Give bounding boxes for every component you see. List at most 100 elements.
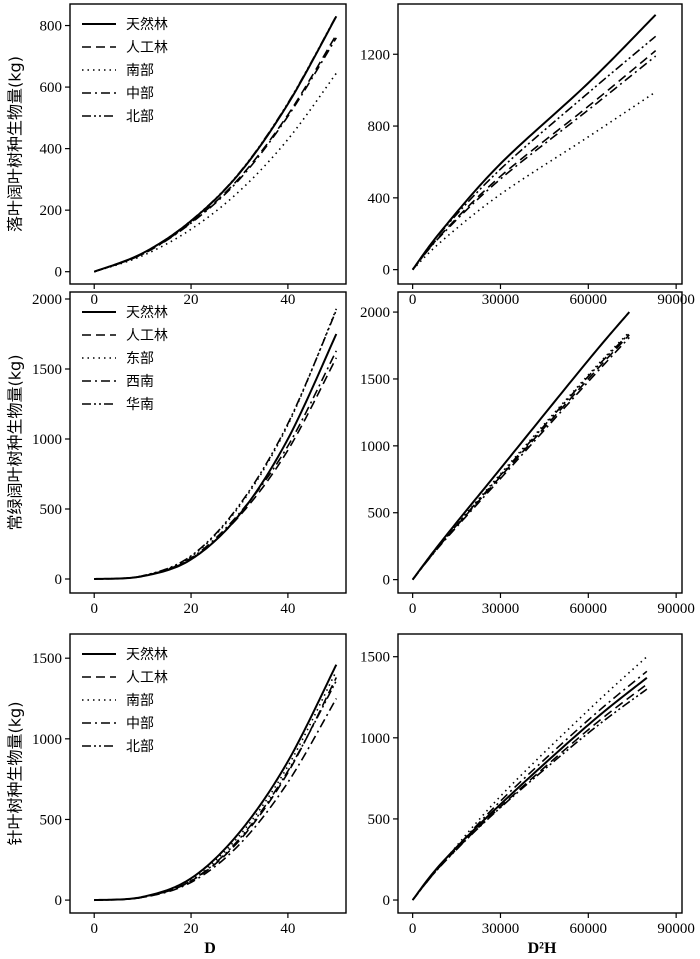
y-tick-label: 2000 — [360, 305, 390, 321]
legend-label: 天然林 — [126, 304, 168, 321]
x-tick-label: 40 — [280, 601, 295, 617]
y-tick-label: 800 — [40, 19, 63, 35]
x-tick-label: 30000 — [482, 601, 520, 617]
series-line-3 — [412, 91, 657, 271]
y-tick-label: 0 — [55, 893, 63, 909]
plot-frame — [397, 3, 683, 285]
legend-label: 人工林 — [126, 40, 168, 56]
y-tick-label: 400 — [40, 142, 63, 158]
x-tick-label: 40 — [280, 921, 295, 937]
y-tick-label: 0 — [55, 265, 63, 281]
y-tick-label: 2000 — [32, 292, 62, 308]
y-tick-label: 0 — [55, 572, 63, 588]
x-axis-label: D — [204, 940, 216, 957]
legend-label: 南部 — [126, 63, 154, 79]
x-tick-label: 30000 — [482, 921, 520, 937]
series-line-1 — [411, 14, 657, 271]
series-line-5 — [412, 332, 630, 581]
y-tick-label: 1000 — [360, 439, 390, 455]
x-axis-label: D²H — [528, 940, 557, 957]
series-line-2 — [412, 50, 657, 271]
legend-label: 天然林 — [126, 16, 168, 33]
y-tick-label: 500 — [368, 506, 391, 522]
x-tick-label: 20 — [184, 601, 199, 617]
y-tick-label: 0 — [383, 893, 391, 909]
series-line-3 — [412, 656, 648, 901]
x-tick-label: 0 — [90, 292, 98, 308]
x-tick-label: 0 — [409, 292, 417, 308]
legend-label: 中部 — [126, 86, 154, 102]
x-tick-label: 30000 — [482, 292, 520, 308]
series-line-5 — [94, 309, 338, 580]
chart-r3_left: 0 20 40 0 500 1000 1500 针叶树种生物量(kg) D 天然林人工林南部中部北… — [6, 633, 347, 957]
plot-frame — [69, 291, 347, 594]
chart-r2_right: 0 30000 60000 90000 0 500 1000 1500 2000 — [360, 291, 695, 617]
series-line-2 — [94, 677, 338, 901]
series-line-4 — [412, 55, 657, 271]
legend-label: 华南 — [126, 397, 154, 413]
legend-label: 人工林 — [126, 328, 168, 344]
y-axis-label: 落叶阔叶树种生物量(kg) — [6, 56, 25, 232]
series-line-1 — [94, 333, 338, 580]
y-tick-label: 0 — [383, 573, 391, 589]
legend-label: 人工林 — [126, 670, 168, 686]
series-line-3 — [93, 72, 337, 273]
y-tick-label: 500 — [368, 812, 391, 828]
legend-label: 天然林 — [126, 646, 168, 663]
series-line-5 — [94, 680, 338, 901]
series-line-2 — [412, 334, 630, 581]
plot-frame — [397, 633, 683, 914]
y-tick-label: 1000 — [32, 732, 62, 748]
y-tick-label: 1500 — [360, 650, 390, 666]
series-line-5 — [412, 688, 648, 901]
series-line-1 — [411, 677, 648, 901]
x-tick-label: 0 — [90, 601, 98, 617]
y-tick-label: 500 — [40, 812, 63, 828]
series-line-3 — [412, 331, 630, 581]
y-tick-label: 0 — [383, 263, 391, 279]
legend-label: 北部 — [126, 109, 154, 125]
y-tick-label: 1500 — [32, 651, 62, 667]
legend-label: 北部 — [126, 739, 154, 755]
y-tick-label: 500 — [40, 502, 63, 518]
plot-frame — [397, 291, 683, 594]
series-line-2 — [412, 683, 648, 901]
x-tick-label: 0 — [90, 921, 98, 937]
plot-frame — [69, 633, 347, 914]
x-tick-label: 0 — [409, 921, 417, 937]
y-tick-label: 1200 — [360, 47, 390, 63]
x-tick-label: 20 — [184, 921, 199, 937]
chart-r1_left: 0 20 400200400600800落叶阔叶树种生物量(kg)天然林人工林南部中… — [6, 3, 347, 308]
y-tick-label: 1000 — [360, 731, 390, 747]
x-tick-label: 90000 — [657, 292, 695, 308]
chart-r1_right: 0 30000 60000 90000 0 400 800 1200 — [360, 3, 695, 308]
legend-label: 南部 — [126, 693, 154, 709]
y-tick-label: 200 — [40, 203, 63, 219]
y-axis-label: 针叶树种生物量(kg) — [6, 702, 25, 846]
series-line-2 — [94, 357, 338, 580]
chart-r3_right: 0 30000 60000 90000 0 500 1000 1500 D²H — [360, 633, 695, 957]
x-tick-label: 60000 — [570, 921, 608, 937]
legend-label: 西南 — [126, 374, 154, 390]
x-tick-label: 40 — [280, 292, 295, 308]
series-line-5 — [411, 35, 657, 271]
legend-label: 中部 — [126, 716, 154, 732]
series-line-3 — [94, 308, 338, 580]
x-tick-label: 0 — [409, 601, 417, 617]
y-tick-label: 800 — [368, 119, 391, 135]
y-tick-label: 1000 — [32, 432, 62, 448]
y-axis-label: 常绿阔叶树种生物量(kg) — [6, 355, 25, 531]
y-tick-label: 1500 — [360, 372, 390, 388]
chart-r2_left: 0 20 40 0 500 1000 1500 2000 常绿阔叶树种生物量(kg) 天然林人工林… — [6, 291, 347, 617]
y-tick-label: 600 — [40, 80, 63, 96]
plot-frame — [69, 3, 347, 285]
series-line-4 — [412, 336, 630, 581]
legend-label: 东部 — [126, 351, 154, 367]
series-line-4 — [93, 37, 338, 273]
x-tick-label: 90000 — [657, 921, 695, 937]
y-tick-label: 1500 — [32, 362, 62, 378]
x-tick-label: 20 — [184, 292, 199, 308]
x-tick-label: 90000 — [657, 601, 695, 617]
x-tick-label: 60000 — [570, 292, 608, 308]
